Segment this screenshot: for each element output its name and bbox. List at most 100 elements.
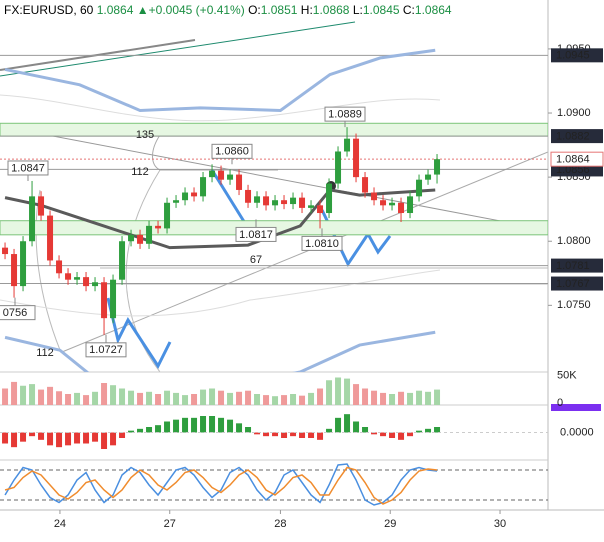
volume-bar (254, 394, 261, 405)
overlay-line (4, 188, 436, 250)
candle-body (308, 205, 315, 208)
volume-bar (407, 392, 414, 405)
volume-bar (398, 391, 405, 405)
macd-bar (290, 432, 297, 437)
candle-body (182, 192, 189, 201)
fib-arc (35, 169, 161, 372)
macd-bar (101, 432, 108, 449)
macd-bar (209, 416, 216, 433)
macd-bar (254, 432, 261, 435)
volume-bar (308, 392, 315, 405)
macd-bar (2, 432, 9, 444)
macd-bar (407, 432, 414, 437)
volume-bar (353, 384, 360, 405)
volume-bar (326, 380, 333, 405)
candle-body (38, 196, 45, 216)
volume-bar (317, 388, 324, 405)
overlay-line (4, 330, 436, 372)
macd-bar (425, 428, 432, 433)
candle-body (254, 196, 261, 203)
price-tag (551, 258, 603, 273)
callout-box (211, 143, 253, 159)
x-tick-label: 27 (164, 518, 176, 530)
macd-bar (191, 417, 198, 433)
volume-bar (299, 395, 306, 405)
candle-body (245, 189, 252, 203)
candle-body (299, 197, 306, 208)
macd-bar (29, 432, 36, 437)
candle-body (11, 254, 18, 287)
overlay-line (4, 48, 436, 112)
volume-bar (245, 390, 252, 405)
o: 1.0851 (260, 3, 298, 17)
volume-bar (335, 377, 342, 405)
trend-line (0, 21, 356, 77)
candle-body (29, 196, 36, 242)
volume-bar (218, 390, 225, 405)
last: 1.0864 (96, 3, 134, 17)
volume-bar (2, 388, 9, 405)
fib-label: 112 (36, 347, 54, 359)
macd-bar (380, 432, 387, 437)
candle-body (317, 205, 324, 214)
macd-bar (317, 432, 324, 440)
macd-bar (83, 432, 90, 444)
candle-body (263, 196, 270, 206)
macd-bar (56, 432, 63, 448)
stoch-line (4, 463, 438, 506)
macd-bar (92, 432, 99, 442)
macd-bar (20, 432, 27, 442)
macd-bar (398, 432, 405, 440)
volume-bar (74, 392, 81, 405)
callout-label: 0756 (3, 307, 27, 319)
volume-bar (182, 395, 189, 405)
zone (0, 122, 548, 137)
x-tick-label: 28 (274, 518, 286, 530)
volume-bar (272, 396, 279, 405)
y-tick-label: 1.0800 (557, 235, 591, 247)
projection (210, 169, 250, 229)
volume-bar (128, 390, 135, 405)
change-value: +0.0045 (+0.41%) (148, 3, 245, 17)
macd-bar (47, 432, 54, 446)
candle-body (227, 174, 234, 180)
price-tag-label: 1.0781 (556, 260, 590, 272)
candle-body (326, 183, 333, 214)
candle-body (92, 282, 99, 287)
macd-bar (389, 432, 396, 438)
volume-bar (263, 395, 270, 405)
callout-label: 1.0727 (89, 344, 123, 356)
macd-bar (299, 432, 306, 438)
fib-label: 67 (250, 254, 262, 266)
fib-label: 135 (136, 129, 154, 141)
macd-tick-label: 0.0000 (560, 426, 594, 438)
h-label: H: (300, 3, 313, 17)
macd-bar (110, 432, 117, 446)
candle-body (83, 277, 90, 287)
candle-body (56, 260, 63, 274)
macd-bar (236, 423, 243, 433)
candle-body (209, 170, 216, 178)
candle-body (380, 200, 387, 206)
macd-bar (218, 417, 225, 433)
macd-bar (434, 427, 441, 433)
macd-bar (335, 417, 342, 433)
candle-body (173, 200, 180, 203)
callout-label: 1.0860 (215, 146, 249, 158)
callout-box (7, 160, 49, 176)
candle-body (65, 273, 72, 280)
callout-box (324, 106, 366, 122)
candle-body (155, 225, 162, 229)
price-tag (551, 129, 603, 144)
volume-bar (416, 390, 423, 405)
trend-line (0, 125, 548, 231)
macd-bar (416, 430, 423, 433)
header: FX:EURUSD, 60 1.0864 ▲+0.0045 (+0.41%) O… (4, 3, 452, 17)
macd-bar (353, 421, 360, 433)
macd-bar (137, 428, 144, 433)
volume-bar (38, 389, 45, 405)
candle-body (353, 138, 360, 178)
candle-body (2, 247, 9, 255)
volume-bar (209, 388, 216, 405)
volume-bar (281, 395, 288, 405)
